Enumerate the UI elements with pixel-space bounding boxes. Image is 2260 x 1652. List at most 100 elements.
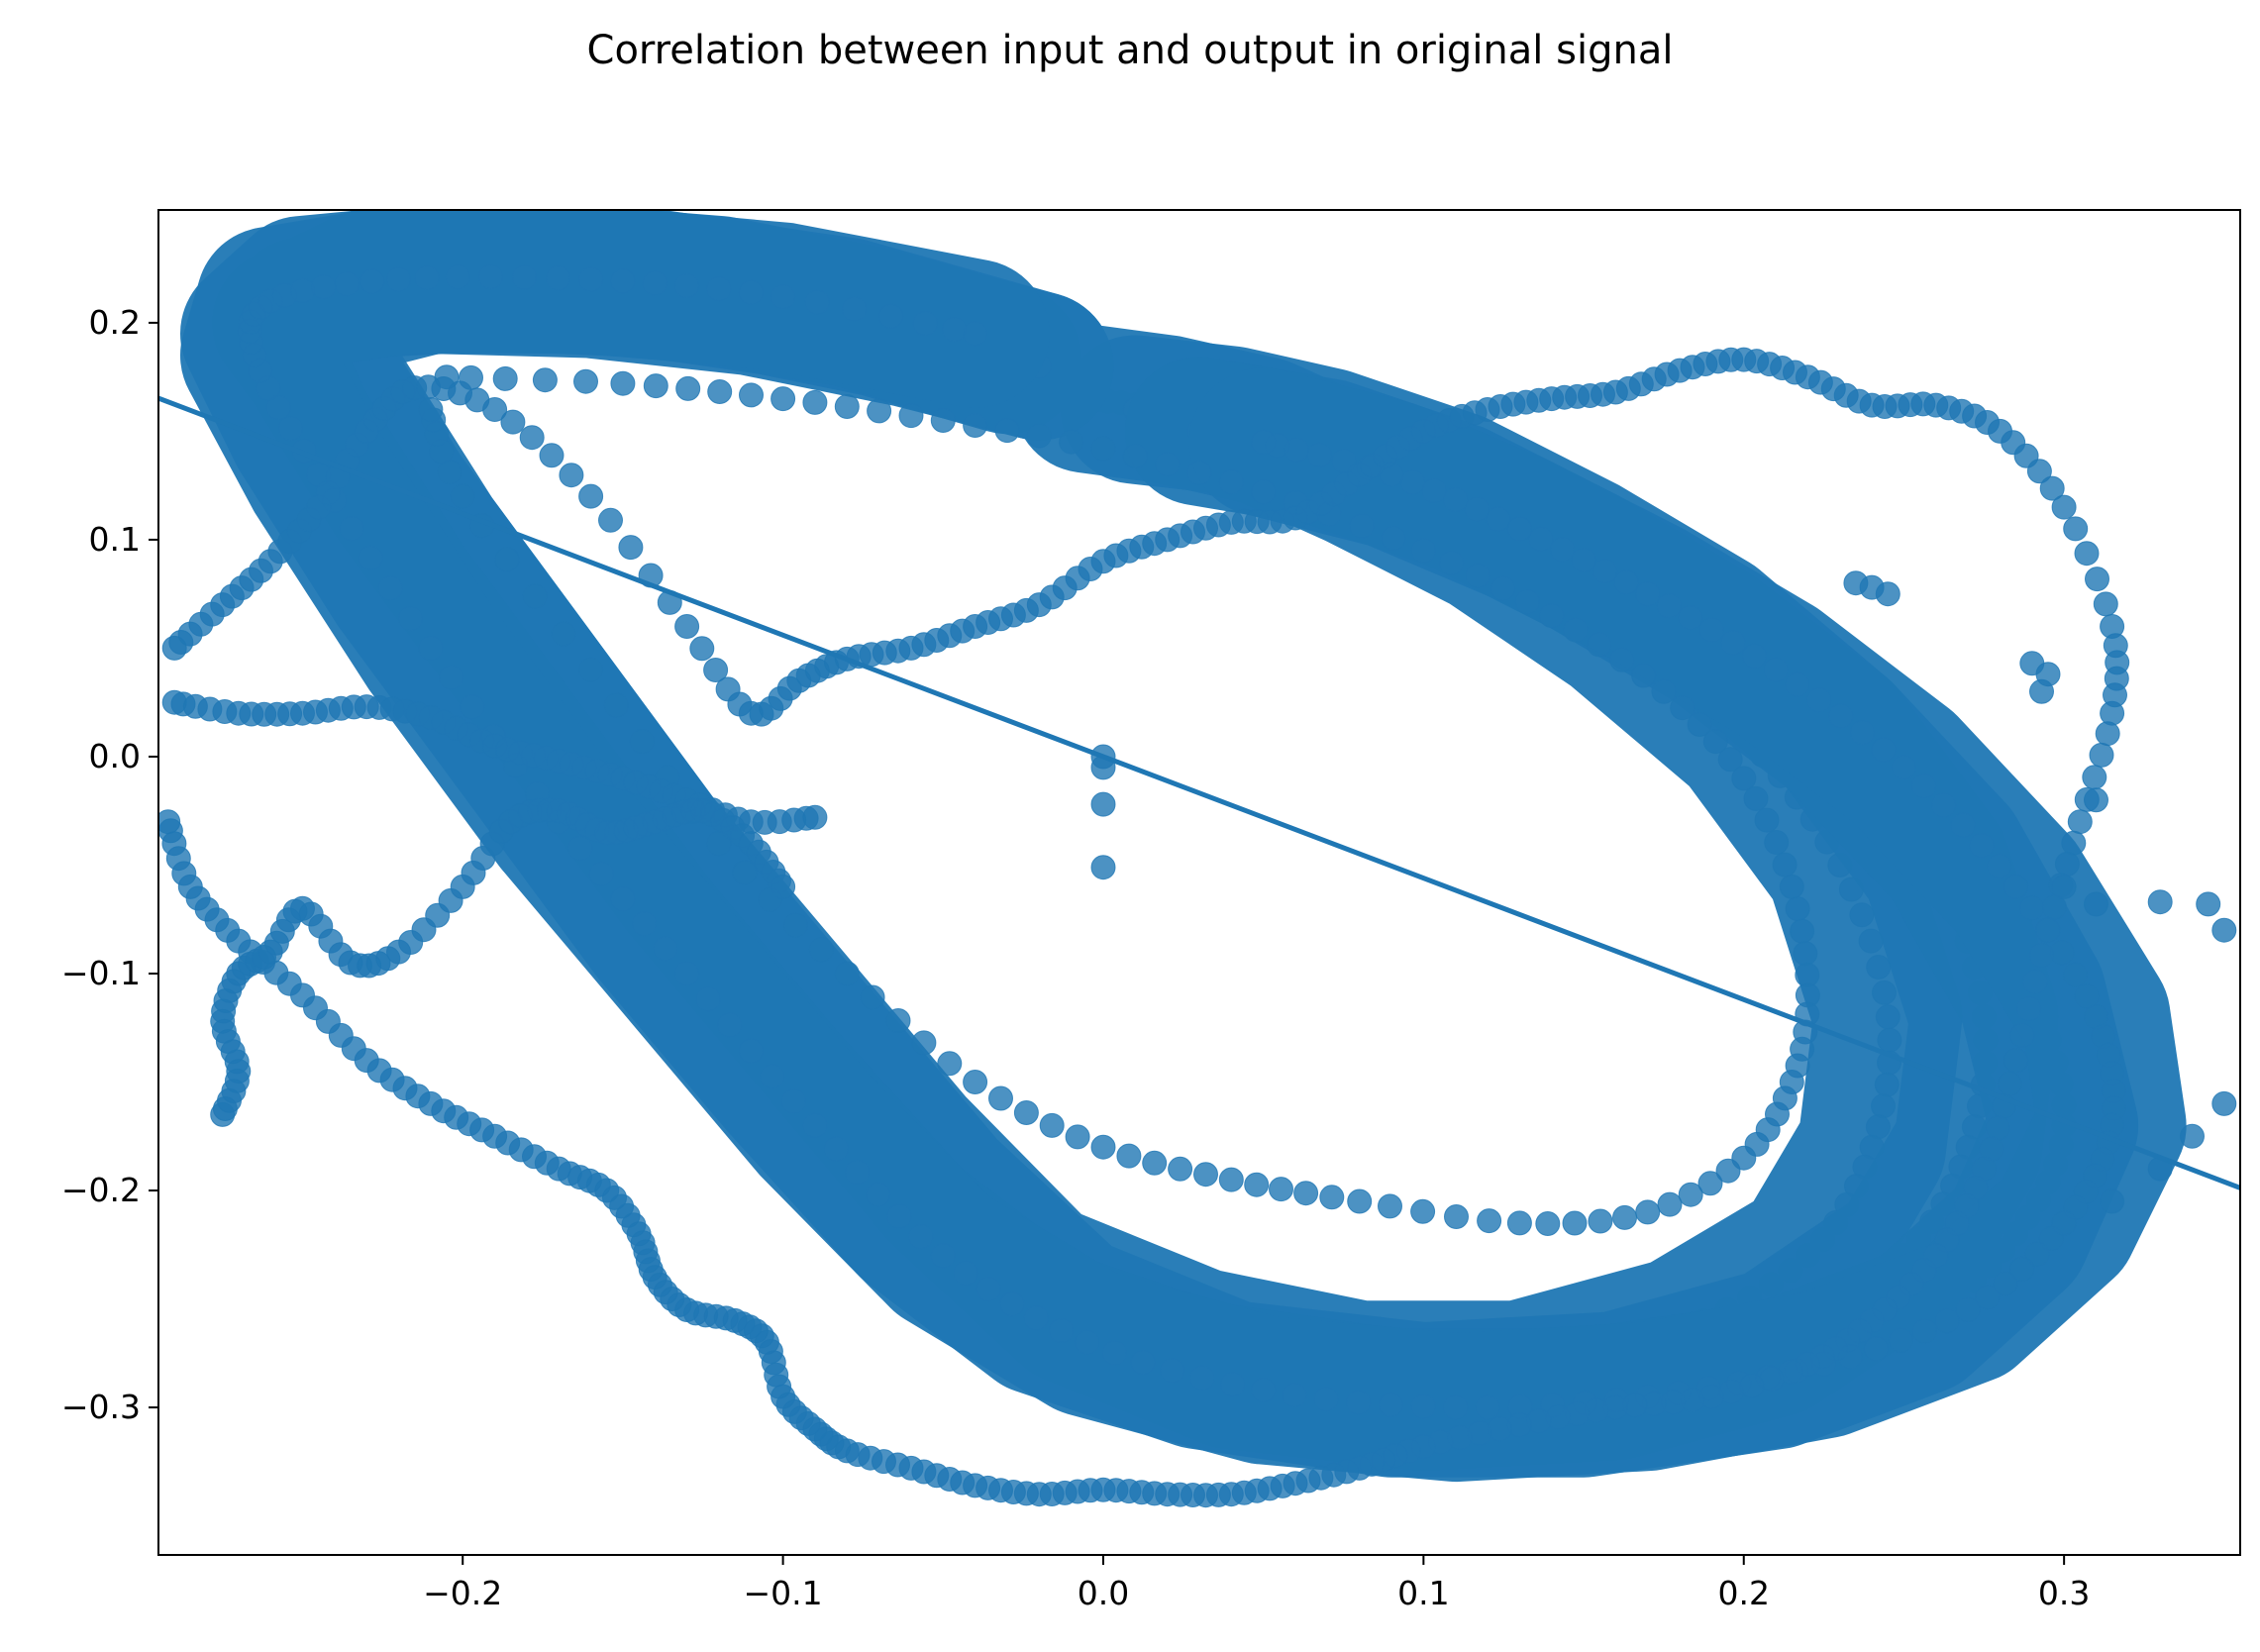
plot-area <box>158 210 2240 1508</box>
series-5-point-39 <box>1609 647 1635 672</box>
series-5-point-47 <box>1743 785 1769 811</box>
series-6-point-171 <box>2035 917 2061 943</box>
series-4-point-161 <box>912 311 938 336</box>
series-5-point-113 <box>522 583 548 609</box>
y-tick-label-1: −0.3 <box>61 1388 141 1426</box>
series-4-point-92 <box>1049 1318 1074 1343</box>
series-4-point-14 <box>1528 526 1554 552</box>
series-6-point-149 <box>2026 459 2052 484</box>
series-4-point-82 <box>1346 1390 1372 1415</box>
series-9-point-17 <box>2196 891 2221 917</box>
series-4-point-13 <box>1506 516 1532 542</box>
series-5-point-76 <box>1506 1210 1532 1236</box>
series-5-point-4 <box>532 367 558 393</box>
chart-title: Correlation between input and output in … <box>587 28 1674 73</box>
series-6-point-34 <box>539 443 565 468</box>
series-5-point-92 <box>1065 1124 1090 1150</box>
series-5-point-74 <box>1562 1210 1588 1236</box>
series-4-point-159 <box>842 296 867 322</box>
series-6-point-163 <box>2089 742 2114 768</box>
series-4-point-104 <box>780 1088 806 1114</box>
series-5-point-121 <box>418 397 444 422</box>
series-6-point-176 <box>2003 1048 2029 1074</box>
series-1-point-50 <box>1877 1027 1902 1053</box>
series-6-point-162 <box>2095 721 2120 747</box>
series-6-point-31 <box>482 397 508 422</box>
series-5-point-18 <box>994 418 1020 444</box>
series-4-point-142 <box>311 274 337 300</box>
series-4-point-57 <box>2024 1241 2050 1267</box>
series-5-point-88 <box>1168 1156 1193 1182</box>
series-5-point-3 <box>492 365 518 391</box>
series-5-point-44 <box>1702 729 1728 755</box>
series-4-point-151 <box>578 266 604 292</box>
series-6-point-174 <box>2016 996 2042 1022</box>
series-5-point-9 <box>707 379 733 404</box>
series-4-point-78 <box>1475 1394 1500 1420</box>
series-4-point-113 <box>588 861 614 886</box>
y-tick-label-6: 0.2 <box>89 303 141 342</box>
series-4-point-160 <box>878 303 904 329</box>
series-6-point-38 <box>618 535 644 561</box>
series-5-point-98 <box>911 1030 937 1056</box>
series-5-point-73 <box>1588 1208 1613 1234</box>
series-5-point-41 <box>1651 678 1677 704</box>
series-1-point-46 <box>1858 928 1884 954</box>
series-6-point-32 <box>500 409 526 435</box>
series-5-point-102 <box>808 937 834 963</box>
series-5-point-94 <box>1013 1100 1039 1125</box>
series-4-point-105 <box>760 1064 785 1089</box>
series-4-point-37 <box>2003 874 2029 899</box>
series-9-point-18 <box>2147 889 2173 915</box>
series-4-point-87 <box>1189 1365 1215 1391</box>
series-5-point-11 <box>770 386 796 412</box>
series-4-point-98 <box>908 1224 934 1250</box>
series-4-point-26 <box>1785 671 1810 697</box>
series-1-point-47 <box>1866 955 1892 980</box>
series-4-point-145 <box>386 266 411 292</box>
series-4-point-12 <box>1486 506 1511 532</box>
series-5-point-32 <box>1439 550 1465 575</box>
series-6-point-35 <box>559 463 584 488</box>
series-5-point-54 <box>1793 941 1818 967</box>
series-5-point-79 <box>1410 1198 1436 1224</box>
series-9-point-16 <box>2211 917 2237 943</box>
series-5-point-42 <box>1670 695 1695 721</box>
series-9-point-7 <box>1875 581 1900 607</box>
series-5-point-24 <box>1186 460 1212 485</box>
series-4-point-121 <box>418 635 444 661</box>
series-4-point-83 <box>1313 1387 1339 1412</box>
series-5-point-29 <box>1349 513 1375 539</box>
series-5-point-82 <box>1319 1185 1345 1210</box>
series-4-point-8 <box>1400 469 1426 495</box>
series-5-point-110 <box>603 692 629 718</box>
x-tick-label-6: 0.3 <box>2038 1574 2090 1612</box>
series-4-point-144 <box>360 268 385 294</box>
x-tick-label-1: −0.2 <box>423 1574 502 1612</box>
series-5-point-103 <box>783 912 808 938</box>
series-5-point-36 <box>1539 603 1565 629</box>
series-5-point-21 <box>1090 436 1116 462</box>
series-4-point-119 <box>460 694 485 720</box>
series-5-point-84 <box>1269 1177 1293 1202</box>
series-6-point-151 <box>2051 494 2077 520</box>
series-5-point-15 <box>898 403 924 429</box>
series-5-point-17 <box>963 413 988 438</box>
series-4-point-99 <box>886 1203 912 1229</box>
series-4-point-63 <box>1911 1318 1937 1344</box>
series-4-point-28 <box>1828 703 1854 729</box>
series-5-point-91 <box>1090 1134 1116 1160</box>
x-tick-label-4: 0.1 <box>1397 1574 1449 1612</box>
series-4-point-84 <box>1282 1383 1307 1408</box>
series-4-point-124 <box>358 545 383 570</box>
series-5-point-97 <box>937 1051 963 1077</box>
series-5-point-78 <box>1444 1204 1469 1229</box>
series-5-point-35 <box>1514 589 1540 615</box>
series-4-point-106 <box>738 1038 764 1064</box>
series-4-point-109 <box>674 961 700 986</box>
series-1-point-48 <box>1872 980 1897 1005</box>
regression-line <box>158 395 2240 1190</box>
series-4-point-150 <box>546 265 570 291</box>
series-5-point-83 <box>1293 1181 1319 1206</box>
